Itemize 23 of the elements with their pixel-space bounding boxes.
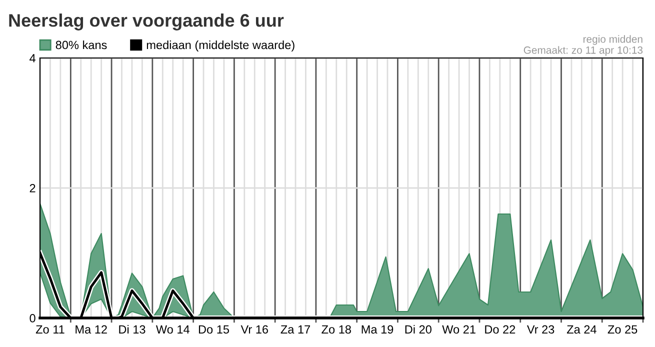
- x-tick-label: Ma 19: [362, 325, 394, 334]
- y-tick-label: 2: [30, 184, 36, 192]
- x-tick-label: Zo 18: [322, 325, 351, 334]
- y-tick-label: 0: [30, 314, 36, 322]
- x-tick-label: Vr 23: [526, 325, 554, 334]
- text: Gemaakt: zo 11 apr 10:13: [524, 46, 643, 56]
- x-tick-label: Za 17: [280, 325, 310, 334]
- x-tick-label: Za 24: [566, 325, 596, 334]
- text: 80% kans: [56, 40, 107, 50]
- text: regio midden: [583, 35, 642, 45]
- x-tick-label: Vr 16: [240, 325, 268, 334]
- x-tick-label: Wo 21: [442, 325, 476, 334]
- chart-title: Neerslag over voorgaande 6 uur: [9, 14, 284, 30]
- x-tick-label: Ma 12: [76, 325, 107, 334]
- x-tick-label: Zo 11: [36, 325, 64, 334]
- x-tick-label: Di 13: [119, 324, 146, 334]
- x-tick-label: Di 20: [405, 324, 432, 334]
- legend-label: mediaan (middelste waarde): [146, 40, 294, 52]
- x-tick-label: Zo 25: [608, 325, 638, 334]
- x-tick-label: Do 15: [198, 325, 230, 334]
- x-tick-label: Do 22: [485, 325, 516, 334]
- x-tick-label: Wo 14: [156, 325, 190, 334]
- y-tick-label: 4: [30, 54, 36, 62]
